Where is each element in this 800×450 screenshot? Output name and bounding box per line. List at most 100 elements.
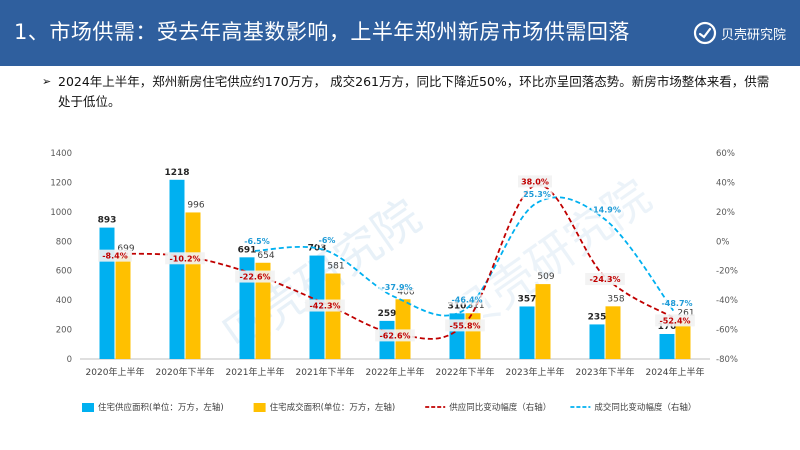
deal-bar-label: 509 — [537, 272, 554, 282]
deal-yoy-label-bg — [241, 235, 273, 246]
supply-bar-label: 357 — [518, 294, 537, 304]
legend-deal-bar-swatch — [253, 403, 266, 412]
supply-bar-label: 235 — [588, 312, 607, 322]
supply-yoy-label: -10.2% — [169, 254, 200, 263]
supply-bar — [239, 257, 255, 359]
supply-yoy-label: -8.4% — [102, 252, 128, 261]
summary-paragraph: ➢ 2024年上半年，郑州新房住宅供应约170万方， 成交261万方，同比下降近… — [42, 72, 778, 112]
deal-yoy-label: 25.3% — [523, 190, 551, 199]
deal-bar — [675, 320, 691, 359]
supply-bar-label: 703 — [308, 244, 327, 254]
supply-yoy-line — [114, 184, 676, 340]
deal-yoy-label-bg — [658, 297, 696, 308]
deal-yoy-label: -37.9% — [381, 283, 412, 292]
shell-logo-icon — [693, 21, 717, 45]
supply-bar — [99, 227, 115, 359]
legend-label: 供应同比变动幅度（右轴） — [449, 402, 551, 413]
supply-yoy-label-bg — [165, 252, 205, 265]
deal-bar — [535, 284, 551, 359]
x-axis-tick-label: 2020年上半年 — [86, 366, 145, 378]
left-axis-tick-label: 600 — [56, 267, 72, 277]
supply-yoy-label: -52.4% — [659, 316, 690, 325]
supply-bar — [519, 306, 535, 359]
deal-bar — [605, 306, 621, 359]
supply-bar-label: 893 — [98, 216, 117, 226]
right-axis-tick-label: -80% — [716, 355, 738, 365]
supply-bar-label: 691 — [238, 245, 257, 255]
deal-yoy-label: -6% — [319, 236, 336, 245]
supply-yoy-label: -62.6% — [379, 331, 410, 340]
deal-bar-label: 581 — [327, 262, 344, 272]
deal-bar-label: 996 — [187, 200, 204, 210]
deal-yoy-line — [254, 196, 676, 317]
supply-yoy-label-bg — [98, 249, 132, 262]
deal-bar — [325, 273, 341, 359]
supply-yoy-label-bg — [518, 175, 552, 188]
x-axis-tick-label: 2022年下半年 — [436, 366, 495, 378]
right-axis-tick-label: -20% — [716, 267, 738, 277]
right-axis-tick-label: 20% — [716, 208, 735, 218]
deal-yoy-label: 14.9% — [593, 205, 621, 214]
logo-text: 贝壳研究院 — [721, 27, 787, 43]
deal-bar-label: 358 — [607, 294, 624, 304]
supply-bar — [589, 324, 605, 359]
deal-bar — [395, 299, 411, 359]
right-axis-tick-label: -40% — [716, 296, 738, 306]
x-axis-tick-label: 2022年上半年 — [366, 366, 425, 378]
left-axis-tick-label: 0 — [67, 355, 72, 365]
deal-yoy-label: -46.4% — [451, 296, 482, 305]
supply-yoy-label-bg — [305, 299, 345, 312]
deal-bar-label: 699 — [117, 244, 134, 254]
supply-bar-label: 170 — [658, 322, 677, 332]
x-axis-tick-label: 2021年下半年 — [296, 366, 355, 378]
legend-label: 成交同比变动幅度（右轴） — [594, 402, 696, 413]
right-axis-tick-label: 0% — [716, 237, 730, 247]
left-axis-tick-label: 400 — [56, 296, 72, 306]
deal-bar-label: 261 — [677, 309, 694, 319]
supply-yoy-label-bg — [445, 319, 485, 332]
supply-bar — [169, 179, 185, 359]
left-axis-tick-label: 200 — [56, 326, 72, 336]
supply-yoy-label: -24.3% — [589, 275, 620, 284]
x-axis-tick-label: 2021年上半年 — [226, 366, 285, 378]
left-axis-tick-label: 1200 — [50, 178, 72, 188]
left-axis-tick-label: 1400 — [50, 149, 72, 159]
deal-bar — [115, 256, 131, 359]
supply-bar-label: 310 — [448, 301, 467, 311]
deal-yoy-label: -6.5% — [244, 237, 270, 246]
brand-logo: 贝壳研究院 — [693, 20, 786, 46]
summary-text: 2024年上半年，郑州新房住宅供应约170万方， 成交261万方，同比下降近50… — [58, 74, 770, 109]
deal-yoy-label-bg — [378, 282, 416, 293]
deal-bar-label: 654 — [257, 251, 274, 261]
supply-yoy-label-bg — [375, 329, 415, 342]
deal-bar — [255, 262, 271, 359]
deal-yoy-label-bg — [591, 204, 623, 215]
x-axis-tick-label: 2023年下半年 — [576, 366, 635, 378]
supply-yoy-label: -55.8% — [449, 321, 480, 330]
deal-yoy-label-bg — [521, 189, 553, 200]
deal-yoy-label: -48.7% — [661, 299, 692, 308]
supply-bar — [659, 333, 675, 359]
header-banner: 1、市场供需：受去年高基数影响，上半年郑州新房市场供需回落 贝壳研究院 — [0, 0, 800, 66]
deal-yoy-label-bg — [316, 235, 338, 246]
right-axis-tick-label: 60% — [716, 149, 735, 159]
supply-bar-label: 259 — [378, 309, 397, 319]
deal-bar-label: 311 — [467, 301, 484, 311]
deal-bar — [185, 212, 201, 359]
legend-supply-bar-swatch — [82, 403, 94, 412]
x-axis-tick-label: 2024年上半年 — [646, 366, 705, 378]
x-axis-tick-label: 2023年上半年 — [506, 366, 565, 378]
legend-label: 住宅供应面积(单位：万方，左轴) — [98, 402, 224, 413]
supply-yoy-label-bg — [235, 270, 275, 283]
supply-bar-label: 1218 — [164, 168, 189, 178]
x-axis-tick-label: 2020年下半年 — [156, 366, 215, 378]
supply-yoy-label: 38.0% — [521, 177, 549, 186]
supply-yoy-label: -22.6% — [239, 273, 270, 282]
page-title: 1、市场供需：受去年高基数影响，上半年郑州新房市场供需回落 — [14, 20, 630, 44]
deal-yoy-label-bg — [448, 294, 486, 305]
supply-yoy-label-bg — [585, 273, 625, 286]
right-axis-tick-label: 40% — [716, 178, 735, 188]
left-axis-tick-label: 800 — [56, 237, 72, 247]
supply-yoy-label: -42.3% — [309, 302, 340, 311]
